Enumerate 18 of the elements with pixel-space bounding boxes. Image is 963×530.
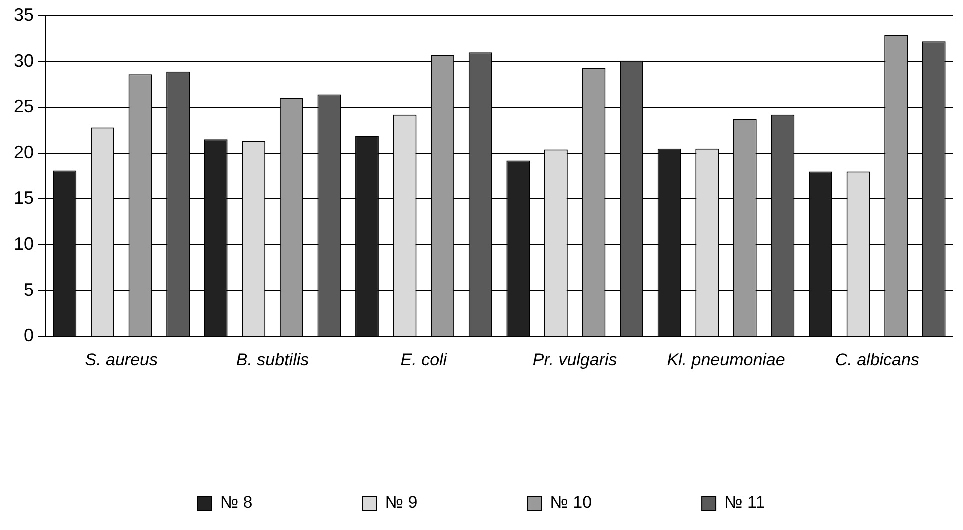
legend-label: № 9	[385, 493, 418, 512]
y-tick-label: 5	[24, 280, 34, 300]
x-tick-label: B. subtilis	[236, 350, 310, 370]
x-tick-label: S. aureus	[85, 350, 158, 370]
y-tick-label: 0	[24, 326, 34, 346]
y-tick-label: 15	[14, 188, 34, 208]
y-tick-label: 30	[14, 50, 34, 71]
x-tick-label: E. coli	[400, 350, 448, 370]
y-tick-label: 20	[14, 142, 34, 162]
y-tick-label: 25	[14, 96, 34, 117]
x-tick-label: C. albicans	[835, 350, 920, 370]
y-tick-label: 10	[14, 234, 34, 254]
y-tick-label: 35	[14, 4, 34, 25]
legend-label: № 8	[220, 493, 253, 512]
x-tick-label: Kl. pneumoniae	[667, 350, 786, 370]
legend-label: № 10	[550, 493, 592, 512]
x-tick-label: Pr. vulgaris	[532, 350, 618, 370]
legend-label: № 11	[724, 493, 766, 512]
